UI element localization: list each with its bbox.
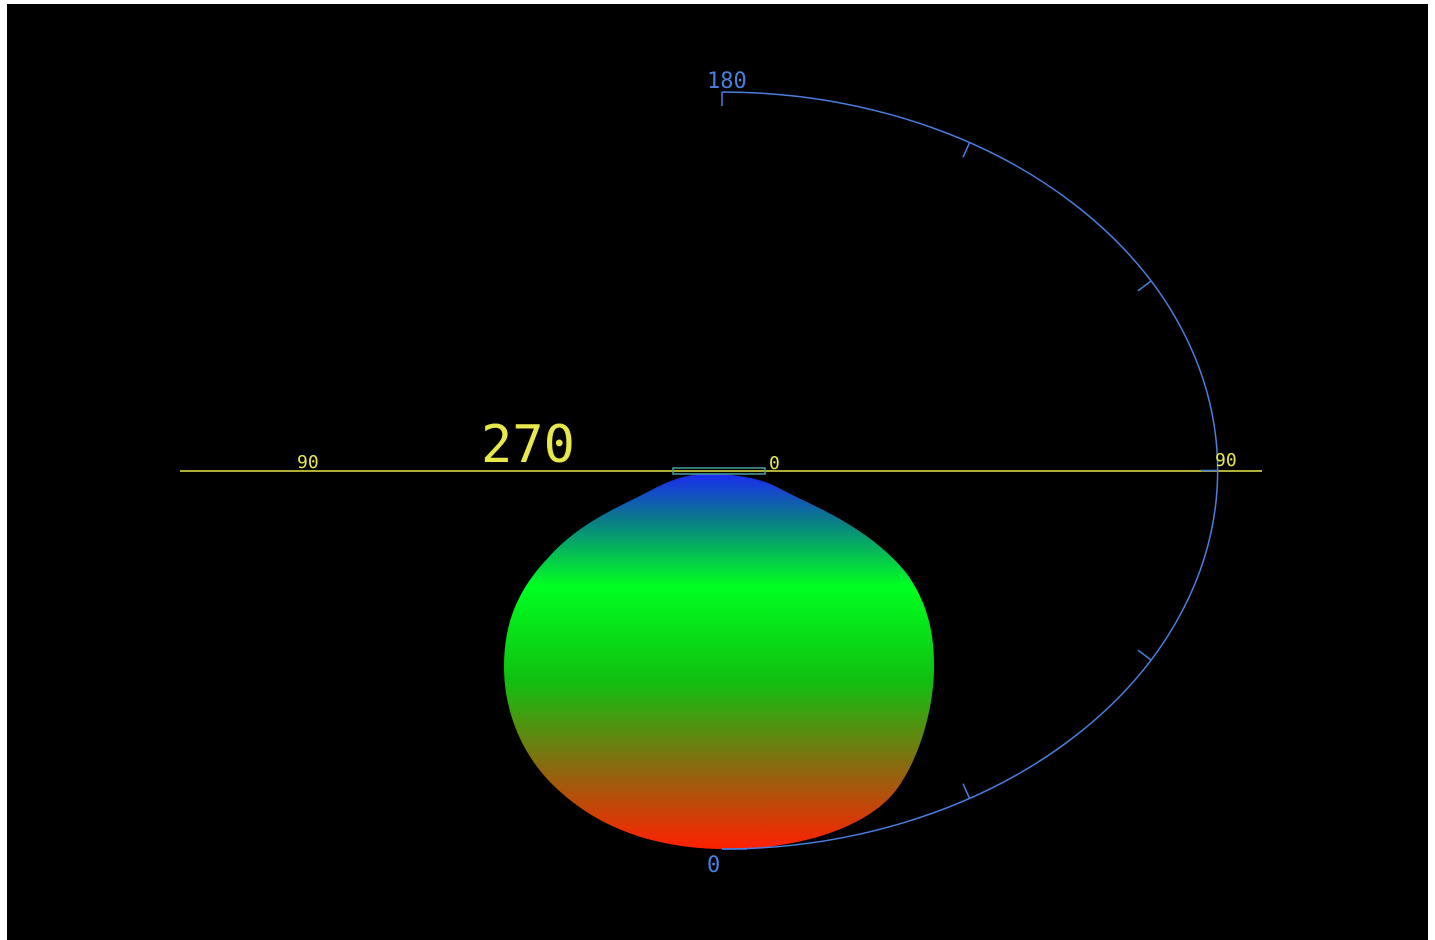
arc-tick-5 — [962, 783, 971, 799]
axis-left-label: 90 — [297, 452, 319, 473]
arc-tick-4 — [1137, 649, 1152, 661]
arc-top-label: 180 — [707, 69, 747, 94]
arc-tick-1 — [962, 142, 971, 158]
arc-tick-2 — [1137, 280, 1152, 292]
arc-bottom-label: 0 — [707, 853, 720, 878]
vertical-angle-arc — [721, 91, 1219, 850]
photometric-diagram: 270 90 0 90 180 0 — [180, 69, 1262, 878]
luminaire-marker — [672, 467, 766, 475]
axis-right-label: 90 — [1215, 450, 1237, 471]
arc-tick-marks — [962, 142, 1217, 799]
axis-center-label: 0 — [769, 453, 780, 474]
view-angle-label: 270 — [481, 415, 575, 475]
intensity-distribution-shape — [504, 474, 934, 849]
photometric-viewport[interactable]: 270 90 0 90 180 0 — [7, 4, 1428, 940]
